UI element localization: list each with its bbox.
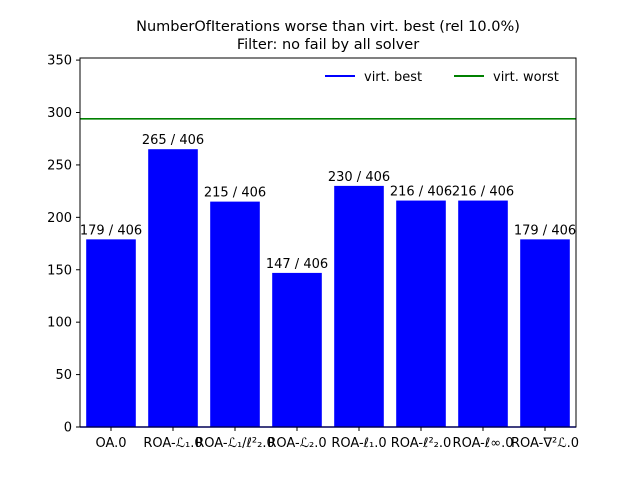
legend-label-virt-best: virt. best <box>364 70 422 85</box>
x-tick-label: ROA-ℓ₁.0 <box>331 436 386 451</box>
chart-title: NumberOfIterations worse than virt. best… <box>136 19 520 35</box>
bar-data-label: 216 / 406 <box>390 185 452 200</box>
x-tick-label: ROA-ℓ∞.0 <box>453 436 514 451</box>
bar <box>210 201 260 427</box>
bar-data-label: 230 / 406 <box>328 170 390 185</box>
y-tick-label: 350 <box>47 54 72 69</box>
x-tick-label: ROA-ℒ₂.0 <box>267 436 326 451</box>
y-tick-label: 100 <box>47 316 72 331</box>
bar <box>148 149 198 427</box>
x-tick-label: ROA-∇²ℒ.0 <box>511 436 579 451</box>
bar-data-label: 265 / 406 <box>142 133 204 148</box>
bar-data-label: 179 / 406 <box>514 223 576 238</box>
bar-data-label: 215 / 406 <box>204 186 266 201</box>
x-tick-label: ROA-ℒ₁/ℓ²₂.0 <box>195 436 275 451</box>
x-tick-label: ROA-ℒ₁.0 <box>143 436 202 451</box>
x-tick-label: OA.0 <box>95 436 126 451</box>
bar <box>86 239 136 427</box>
x-tick-label: ROA-ℓ²₂.0 <box>391 436 452 451</box>
bar-data-label: 179 / 406 <box>80 223 142 238</box>
y-tick-label: 150 <box>47 263 72 278</box>
chart-subtitle: Filter: no fail by all solver <box>237 37 419 53</box>
bar <box>334 185 384 427</box>
bar-data-label: 216 / 406 <box>452 185 514 200</box>
bar <box>520 239 570 427</box>
y-tick-label: 50 <box>55 368 72 383</box>
bar <box>458 200 508 427</box>
y-tick-label: 250 <box>47 158 72 173</box>
y-tick-label: 0 <box>64 421 72 436</box>
bar <box>272 272 322 427</box>
bar <box>396 200 446 427</box>
legend-label-virt-worst: virt. worst <box>493 70 559 85</box>
y-tick-label: 300 <box>47 106 72 121</box>
legend: virt. best virt. worst <box>325 70 559 85</box>
plot-frame <box>79 57 577 428</box>
y-tick-label: 200 <box>47 211 72 226</box>
plot-area: 179 / 406 265 / 406 215 / 406 147 / 406 230 … <box>47 54 579 451</box>
bar-data-label: 147 / 406 <box>266 257 328 272</box>
